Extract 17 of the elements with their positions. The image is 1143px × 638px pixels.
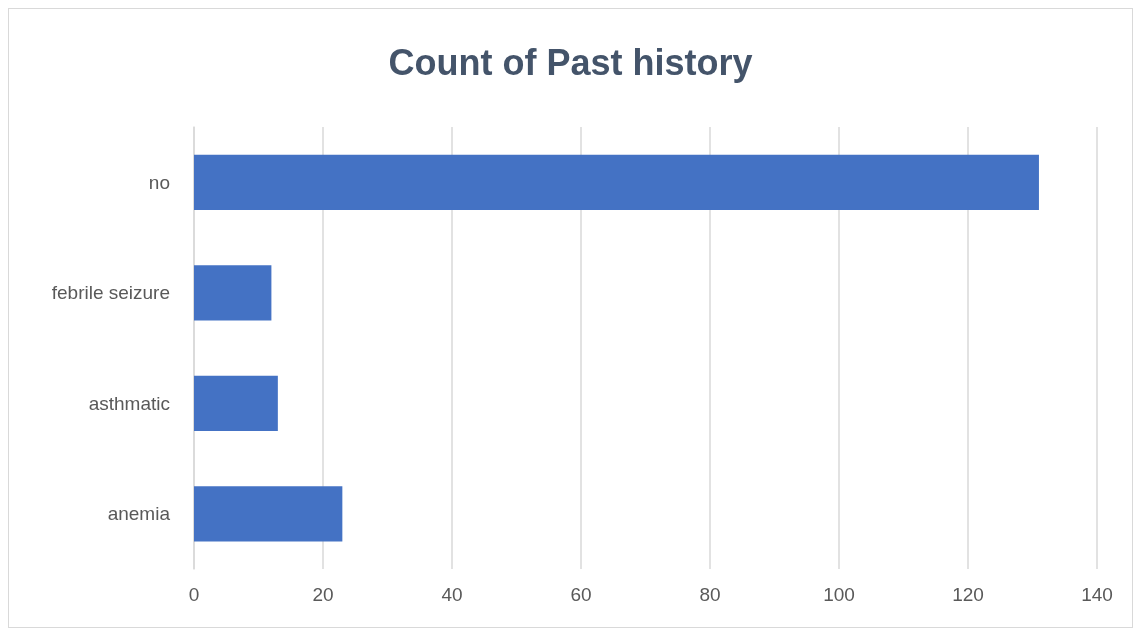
x-tick-label: 20 [312,584,334,605]
x-tick-label: 0 [188,584,200,605]
x-tick-label: 120 [952,584,984,605]
y-tick-label: no [148,171,170,193]
bar [194,486,343,542]
x-tick-label: 80 [699,584,721,605]
chart-title: Count of Past history [388,41,753,83]
x-tick-label: 40 [441,584,463,605]
y-tick-label: asthmatic [88,392,170,414]
bar [194,154,1039,210]
bar [194,375,278,431]
x-tick-label: 60 [570,584,592,605]
x-tick-label: 100 [823,584,855,605]
bar [194,265,272,321]
y-tick-label: febrile seizure [51,282,170,304]
y-tick-label: anemia [107,503,171,525]
x-tick-label: 140 [1081,584,1113,605]
